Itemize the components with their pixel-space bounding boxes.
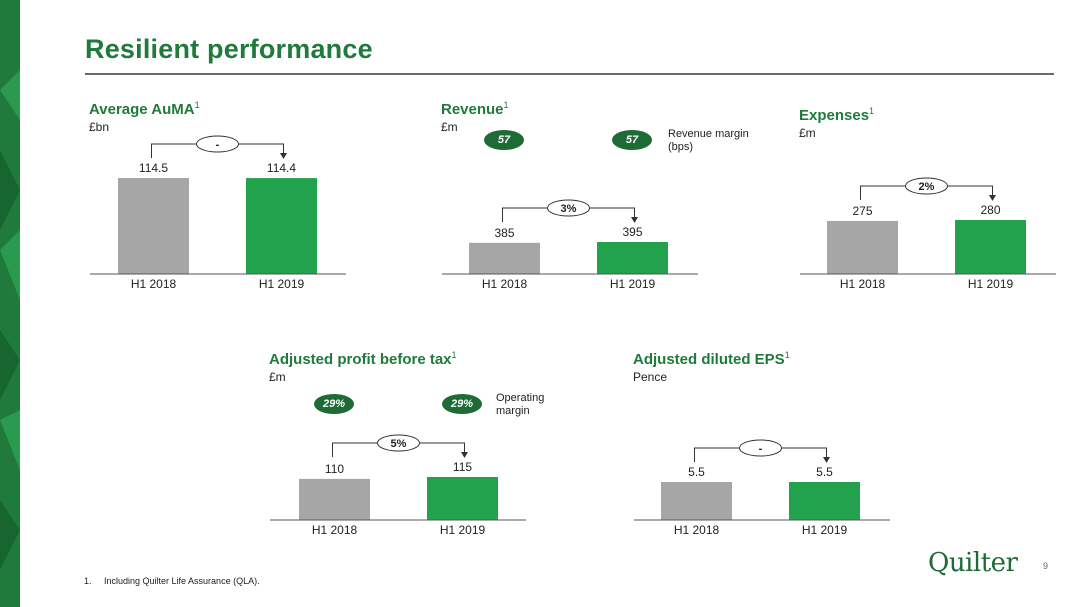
page-number: 9 <box>1043 561 1049 571</box>
value-label: 5.5 <box>688 465 705 479</box>
chart-title: Adjusted diluted EPS1 <box>633 350 790 368</box>
badge-label: Operating margin <box>496 392 545 417</box>
value-label: 280 <box>980 203 1000 217</box>
change-bubble <box>739 439 782 457</box>
operating-margin-badge-2019: 29% <box>442 394 482 414</box>
bar-h1-2018 <box>118 178 189 274</box>
value-label: 385 <box>494 226 514 240</box>
change-arrowhead <box>461 452 468 458</box>
revenue-margin-badge-2019: 57 <box>612 130 652 150</box>
operating-margin-badge-2018: 29% <box>314 394 354 414</box>
footnote: 1. Including Quilter Life Assurance (QLA)… <box>84 576 260 586</box>
bar-chart-adjusted-profit: 110 H1 2018 115 H1 2019 5% <box>270 434 526 537</box>
bar-chart-expenses: 275 H1 2018 280 H1 2019 2% <box>800 177 1056 291</box>
category-label: H1 2019 <box>610 277 656 291</box>
badge-label: Revenue margin (bps) <box>668 128 749 153</box>
bar-h1-2019 <box>597 242 668 274</box>
category-label: H1 2018 <box>312 523 358 537</box>
category-label: H1 2019 <box>440 523 486 537</box>
chart-title: Adjusted profit before tax1 <box>269 350 457 368</box>
category-label: H1 2018 <box>131 277 177 291</box>
bar-h1-2018 <box>827 220 898 274</box>
chart-title: Average AuMA1 <box>89 100 200 118</box>
value-label: 395 <box>622 225 642 239</box>
chart-unit: £bn <box>89 120 110 134</box>
category-label: H1 2018 <box>674 523 720 537</box>
bar-h1-2018 <box>661 482 732 520</box>
chart-unit: £m <box>799 126 816 140</box>
chart-panel-adjusted-profit: Adjusted profit before tax1 £m 29% 29% O… <box>264 344 564 544</box>
bar-chart-average-auma: 114.5 H1 2018 114.4 H1 2019 - <box>90 135 346 291</box>
change-bubble <box>905 177 948 195</box>
category-label: H1 2018 <box>482 277 528 291</box>
change-arrowhead <box>280 153 287 159</box>
change-label: 2% <box>919 181 935 193</box>
change-label: - <box>216 139 220 151</box>
change-arrowhead <box>823 457 830 463</box>
change-arrowhead <box>989 195 996 201</box>
chart-panel-expenses: Expenses1 £m 275 H1 2018 280 H1 2019 2% <box>794 98 1080 298</box>
decorative-side-band <box>0 0 20 607</box>
chart-unit: Pence <box>633 370 668 384</box>
chart-unit: £m <box>269 370 286 384</box>
revenue-margin-badge-2018: 57 <box>484 130 524 150</box>
value-label: 115 <box>453 460 472 474</box>
bar-h1-2018 <box>469 242 540 274</box>
category-label: H1 2018 <box>840 277 886 291</box>
bar-chart-revenue: 385 H1 2018 395 H1 2019 3% <box>442 199 698 291</box>
change-label: 3% <box>561 203 577 215</box>
chart-panel-revenue: Revenue1 £m 57 57 Revenue margin (bps) 3… <box>436 98 749 298</box>
value-label: 5.5 <box>816 465 833 479</box>
change-bubble <box>196 135 239 153</box>
chart-panel-adjusted-eps: Adjusted diluted EPS1 Pence 5.5 H1 2018 5.… <box>628 344 928 544</box>
bar-h1-2018 <box>299 478 370 520</box>
change-bubble <box>377 434 420 452</box>
chart-title: Expenses1 <box>799 106 875 124</box>
page-title: Resilient performance <box>85 34 373 64</box>
change-label: 5% <box>391 438 407 450</box>
category-label: H1 2019 <box>259 277 305 291</box>
bar-h1-2019 <box>789 482 860 520</box>
value-label: 110 <box>325 462 344 476</box>
change-bubble <box>547 199 590 217</box>
category-label: H1 2019 <box>802 523 848 537</box>
chart-title: Revenue1 <box>441 100 509 118</box>
change-arrowhead <box>631 217 638 223</box>
chart-unit: £m <box>441 120 458 134</box>
value-label: 114.4 <box>267 161 296 175</box>
quilter-logo: Quilter <box>928 548 1018 578</box>
value-label: 114.5 <box>139 161 168 175</box>
chart-panel-average-auma: Average AuMA1 £bn 114.5 H1 2018 114.4 H1 20… <box>84 98 384 298</box>
bar-h1-2019 <box>246 178 317 274</box>
bar-h1-2019 <box>427 477 498 520</box>
bar-chart-adjusted-eps: 5.5 H1 2018 5.5 H1 2019 - <box>634 439 890 537</box>
value-label: 275 <box>852 204 872 218</box>
title-divider <box>85 73 1054 75</box>
bar-h1-2019 <box>955 220 1026 274</box>
category-label: H1 2019 <box>968 277 1014 291</box>
change-label: - <box>759 443 763 455</box>
